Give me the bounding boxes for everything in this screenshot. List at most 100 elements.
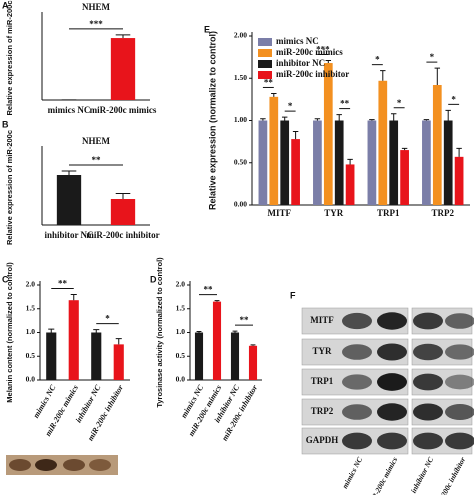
error-bar bbox=[401, 147, 408, 151]
bar bbox=[56, 175, 82, 225]
y-tick-label: 0.50 bbox=[234, 157, 247, 166]
error-bar bbox=[115, 338, 122, 345]
blot-band bbox=[445, 432, 474, 450]
blot-band bbox=[377, 343, 407, 361]
blot-band bbox=[377, 312, 407, 330]
blot-column-label: miR-200c mimics bbox=[366, 455, 399, 495]
blot-band bbox=[445, 404, 474, 420]
x-tick-label: TRP1 bbox=[377, 208, 400, 218]
error-bar bbox=[314, 118, 321, 121]
x-tick-label: TRP2 bbox=[432, 208, 455, 218]
error-bar bbox=[347, 158, 353, 165]
blot-band bbox=[377, 373, 407, 391]
pellet bbox=[9, 459, 31, 471]
error-bar bbox=[214, 300, 220, 302]
blot-band bbox=[413, 343, 443, 361]
blot-band bbox=[342, 344, 372, 360]
y-tick-label: 1.0 bbox=[26, 327, 36, 336]
pellet bbox=[35, 459, 57, 471]
significance-label: * bbox=[397, 98, 402, 108]
error-bar bbox=[115, 193, 131, 199]
significance-label: ** bbox=[340, 99, 350, 109]
blot-band bbox=[377, 403, 407, 421]
significance-label: *** bbox=[316, 45, 330, 55]
blot-row-label: TRP1 bbox=[311, 376, 334, 386]
x-tick-label: miR-200c mimics bbox=[90, 105, 157, 115]
bar bbox=[91, 332, 102, 380]
bar bbox=[230, 332, 240, 380]
bar bbox=[248, 345, 258, 380]
error-bar bbox=[369, 119, 375, 121]
y-tick-label: 1.00 bbox=[234, 115, 247, 124]
bar bbox=[400, 150, 409, 205]
significance-label: ** bbox=[92, 155, 102, 165]
error-bar bbox=[445, 109, 451, 121]
y-tick-label: 0.00 bbox=[234, 200, 247, 209]
legend-label: miR-200c inhibitor bbox=[276, 69, 349, 79]
bar bbox=[46, 332, 57, 380]
error-bar bbox=[336, 114, 342, 121]
pellet-photo bbox=[6, 455, 118, 475]
panel-letter: A bbox=[2, 0, 9, 10]
blot-row-label: TYR bbox=[312, 346, 332, 356]
y-axis-label: Relative expression (normalize to contro… bbox=[207, 31, 217, 210]
blot-band bbox=[342, 374, 372, 390]
bar bbox=[367, 120, 377, 205]
error-bar bbox=[325, 60, 332, 64]
panel-letter: D bbox=[150, 274, 157, 284]
y-tick-label: 1.5 bbox=[26, 303, 36, 312]
blot-band bbox=[413, 403, 443, 421]
legend-swatch bbox=[258, 71, 272, 79]
panel-letter: C bbox=[2, 274, 9, 284]
significance-label: * bbox=[451, 94, 456, 104]
significance-label: ** bbox=[264, 78, 274, 88]
y-tick-label: 1.0 bbox=[176, 327, 186, 336]
y-axis-label: Relative expression of miR-200c bbox=[5, 0, 14, 115]
bar bbox=[313, 120, 322, 205]
chart-title: NHEM bbox=[82, 2, 111, 12]
legend-swatch bbox=[258, 60, 272, 68]
bar bbox=[454, 156, 464, 205]
blot-band bbox=[445, 344, 474, 360]
error-bar bbox=[93, 329, 100, 333]
y-tick-label: 0.5 bbox=[176, 351, 186, 360]
bar bbox=[345, 164, 355, 205]
bar bbox=[280, 120, 290, 205]
blot-band bbox=[413, 373, 443, 391]
error-bar bbox=[70, 294, 77, 301]
error-bar bbox=[61, 170, 77, 175]
y-tick-label: 2.0 bbox=[26, 280, 36, 289]
bar bbox=[323, 63, 333, 205]
bar bbox=[443, 120, 453, 205]
blot-band bbox=[445, 313, 474, 329]
blot-row-label: MITF bbox=[310, 315, 334, 325]
y-tick-label: 0.0 bbox=[176, 375, 186, 384]
x-tick-label: mimics NC bbox=[48, 105, 91, 115]
bar bbox=[378, 80, 388, 205]
bar bbox=[291, 139, 300, 205]
x-tick-label: MITF bbox=[268, 208, 292, 218]
bar bbox=[113, 344, 124, 380]
error-bar bbox=[380, 70, 386, 81]
bar bbox=[422, 120, 431, 205]
error-bar bbox=[48, 328, 55, 333]
blot-band bbox=[342, 432, 372, 450]
legend-label: inhibitor NC bbox=[276, 58, 325, 68]
bar bbox=[68, 300, 79, 380]
pellet bbox=[89, 459, 111, 471]
significance-label: ** bbox=[240, 315, 250, 325]
bar bbox=[269, 96, 279, 205]
blot-band bbox=[377, 432, 407, 450]
bar bbox=[194, 332, 204, 380]
error-bar bbox=[271, 92, 277, 97]
blot-band bbox=[413, 432, 443, 450]
panel-letter: F bbox=[290, 290, 296, 300]
bar bbox=[258, 120, 268, 205]
error-bar bbox=[434, 67, 441, 86]
y-axis-label: Melanin content (normalized to control) bbox=[5, 262, 14, 403]
y-tick-label: 0.5 bbox=[26, 351, 36, 360]
pellet bbox=[63, 459, 85, 471]
bar bbox=[212, 301, 222, 380]
blot-column-label: mimics NC bbox=[340, 455, 365, 490]
